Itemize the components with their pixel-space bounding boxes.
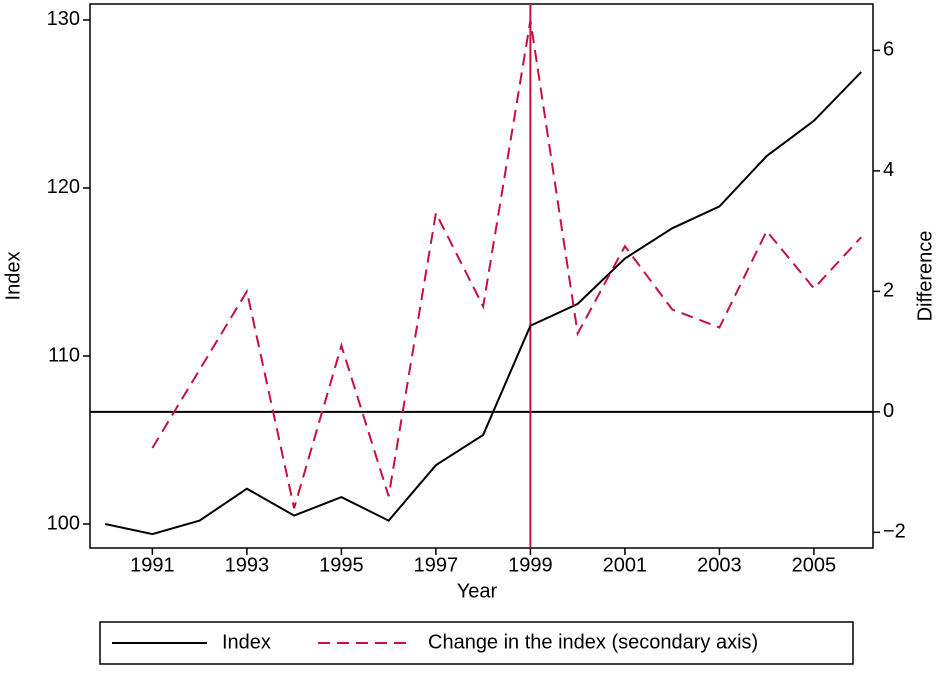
x-tick-label: 2001	[603, 554, 648, 576]
series-line	[104, 71, 862, 536]
x-tick-label: 1999	[508, 554, 553, 576]
x-tick-label: 1993	[225, 554, 270, 576]
y-tick-label: 110	[48, 344, 80, 366]
y2-tick-label: 6	[883, 39, 894, 61]
y2-tick-label: 4	[883, 159, 894, 181]
plot-frame	[89, 3, 874, 549]
y-tick-label: 120	[47, 176, 80, 198]
series-line	[151, 20, 862, 509]
x-tick-label: 2003	[697, 554, 742, 576]
x-tick-label: 1997	[414, 554, 459, 576]
x-tick-label: 1991	[130, 554, 175, 576]
legend-label: Index	[222, 631, 271, 653]
legend-box	[99, 621, 854, 665]
y-axis-label: Index	[2, 252, 24, 301]
y2-axis-label: Difference	[914, 231, 936, 322]
x-tick-label: 1995	[319, 554, 364, 576]
x-axis-label: Year	[457, 580, 498, 602]
y-tick-label: 130	[47, 8, 80, 30]
x-tick-label: 2005	[792, 554, 837, 576]
y-tick-label: 100	[47, 512, 80, 534]
legend-label: Change in the index (secondary axis)	[428, 631, 758, 653]
y2-tick-label: 0	[883, 400, 894, 422]
y2-tick-label: −2	[883, 521, 906, 543]
y2-tick-label: 2	[883, 280, 894, 302]
